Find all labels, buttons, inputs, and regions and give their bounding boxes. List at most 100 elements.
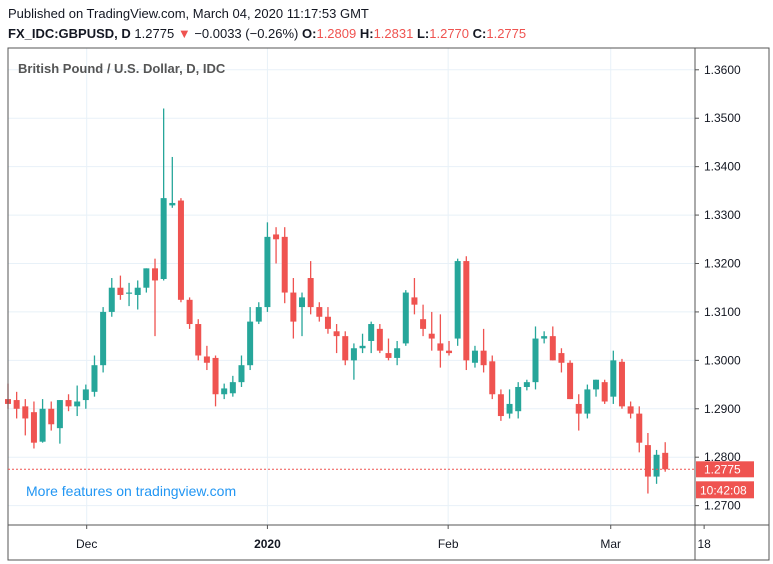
candle-body xyxy=(480,350,487,366)
countdown-label: 10:42:08 xyxy=(700,483,747,497)
candle-body xyxy=(402,292,409,344)
candle-body xyxy=(117,287,124,295)
candle-body xyxy=(376,328,383,351)
price-labels: 1.2775 10:42:08 xyxy=(8,461,754,499)
chart-title: British Pound / U.S. Dollar, D, IDC xyxy=(18,61,226,76)
candle-series xyxy=(5,108,669,494)
candle-body xyxy=(221,388,228,395)
candle-body xyxy=(273,234,280,240)
candle-body xyxy=(56,400,63,429)
symbol-name[interactable]: FX_IDC:GBPUSD, D xyxy=(8,26,131,41)
candle-body xyxy=(454,261,461,339)
candle-body xyxy=(22,406,29,419)
last-price: 1.2775 xyxy=(134,26,175,41)
candle-body xyxy=(39,408,46,442)
y-tick-label: 1.3000 xyxy=(704,353,741,367)
open-value: 1.2809 xyxy=(316,26,357,41)
y-tick-label: 1.3500 xyxy=(704,111,741,125)
tradingview-link[interactable]: More features on tradingview.com xyxy=(26,483,237,499)
candle-body xyxy=(169,202,176,206)
time-axis[interactable]: Dec 2020 Feb Mar 18 xyxy=(76,525,711,551)
candle-body xyxy=(368,324,375,341)
candle-body xyxy=(610,360,617,397)
candle-body xyxy=(463,261,470,361)
candle-body xyxy=(186,299,193,325)
candle-body xyxy=(385,353,392,358)
y-tick-label: 1.2700 xyxy=(704,499,741,513)
candle-body xyxy=(593,379,600,390)
y-tick-label: 1.2800 xyxy=(704,450,741,464)
candle-body xyxy=(653,454,660,477)
candle-body xyxy=(411,297,418,305)
candle-body xyxy=(177,200,184,300)
price-change: −0.0033 (−0.26%) xyxy=(194,26,299,41)
x-tick-label: 18 xyxy=(697,537,711,551)
candle-body xyxy=(134,287,141,295)
candle-body xyxy=(618,361,625,407)
down-arrow-icon: ▼ xyxy=(177,26,191,41)
candle-body xyxy=(212,357,219,395)
price-axis[interactable]: 1.2700 1.2800 1.2900 1.3000 1.3100 1.3200 1.33… xyxy=(695,63,741,513)
candle-body xyxy=(558,353,565,363)
low-value: 1.2770 xyxy=(429,26,470,41)
low-label: L: xyxy=(416,26,430,41)
high-label: H: xyxy=(359,26,374,41)
candle-body xyxy=(541,336,548,339)
candle-body xyxy=(662,452,669,470)
candle-body xyxy=(30,412,37,443)
candle-body xyxy=(238,365,245,383)
symbol-info-line: FX_IDC:GBPUSD, D 1.2775 ▼ −0.0033 (−0.26… xyxy=(8,26,526,41)
candle-body xyxy=(471,350,478,363)
candle-body xyxy=(497,394,504,417)
y-tick-label: 1.3400 xyxy=(704,160,741,174)
chart-frame xyxy=(7,47,770,561)
y-tick-label: 1.3600 xyxy=(704,63,741,77)
candle-body xyxy=(290,292,297,322)
candle-body xyxy=(506,403,513,414)
candle-body xyxy=(82,389,89,401)
candle-body xyxy=(446,350,453,354)
chart-border xyxy=(7,47,770,561)
candle-body xyxy=(100,311,107,366)
candle-body xyxy=(255,307,262,322)
open-label: O: xyxy=(302,26,317,41)
last-price-label: 1.2775 xyxy=(704,462,741,476)
candle-body xyxy=(342,336,349,361)
candle-body xyxy=(13,400,20,409)
candle-body xyxy=(299,297,306,308)
candle-body xyxy=(203,356,210,363)
candle-body xyxy=(316,307,323,317)
candle-body xyxy=(195,324,202,356)
countdown-badge xyxy=(696,481,754,499)
y-tick-label: 1.3200 xyxy=(704,256,741,270)
last-price-badge xyxy=(696,461,754,478)
candle-body xyxy=(523,382,530,387)
candle-body xyxy=(549,336,556,361)
candle-body xyxy=(437,343,444,351)
candle-body xyxy=(601,382,608,402)
candle-body xyxy=(532,338,539,383)
y-tick-label: 1.2900 xyxy=(704,402,741,416)
candle-body xyxy=(420,319,427,329)
candle-body xyxy=(48,408,55,425)
candle-body xyxy=(324,316,331,329)
close-label: C: xyxy=(472,26,487,41)
candle-body xyxy=(160,198,167,279)
candle-body xyxy=(229,382,236,394)
x-tick-label: Mar xyxy=(600,537,621,551)
candle-body xyxy=(108,287,115,312)
candle-body xyxy=(281,236,288,293)
candle-body xyxy=(74,401,81,407)
candle-body xyxy=(584,389,591,414)
candle-body xyxy=(644,445,651,477)
x-tick-label: 2020 xyxy=(254,537,281,551)
candle-body xyxy=(627,406,634,414)
candle-body xyxy=(333,331,340,337)
chart-grid xyxy=(8,48,695,525)
candle-body xyxy=(636,413,643,443)
candle-body xyxy=(264,236,271,308)
candle-body xyxy=(65,400,72,407)
candle-body xyxy=(515,386,522,412)
candle-body xyxy=(394,348,401,358)
